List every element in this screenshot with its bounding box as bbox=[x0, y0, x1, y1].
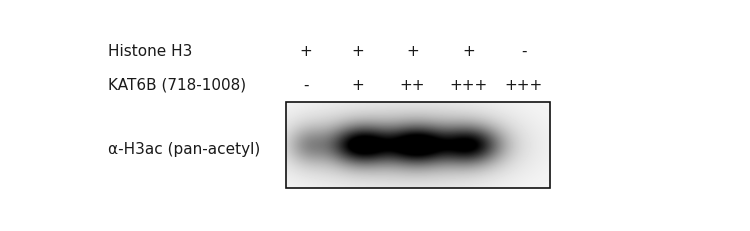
Text: +: + bbox=[299, 43, 312, 58]
Text: +: + bbox=[352, 43, 364, 58]
Text: KAT6B (718-1008): KAT6B (718-1008) bbox=[108, 77, 247, 92]
Text: -: - bbox=[303, 77, 309, 92]
Text: +: + bbox=[352, 77, 364, 92]
Text: α-H3ac (pan-acetyl): α-H3ac (pan-acetyl) bbox=[108, 141, 260, 156]
Text: +++: +++ bbox=[449, 77, 488, 92]
Text: +: + bbox=[406, 43, 418, 58]
Text: ++: ++ bbox=[400, 77, 425, 92]
Text: -: - bbox=[521, 43, 526, 58]
Text: +++: +++ bbox=[505, 77, 543, 92]
Text: Histone H3: Histone H3 bbox=[108, 43, 193, 58]
Text: +: + bbox=[462, 43, 475, 58]
